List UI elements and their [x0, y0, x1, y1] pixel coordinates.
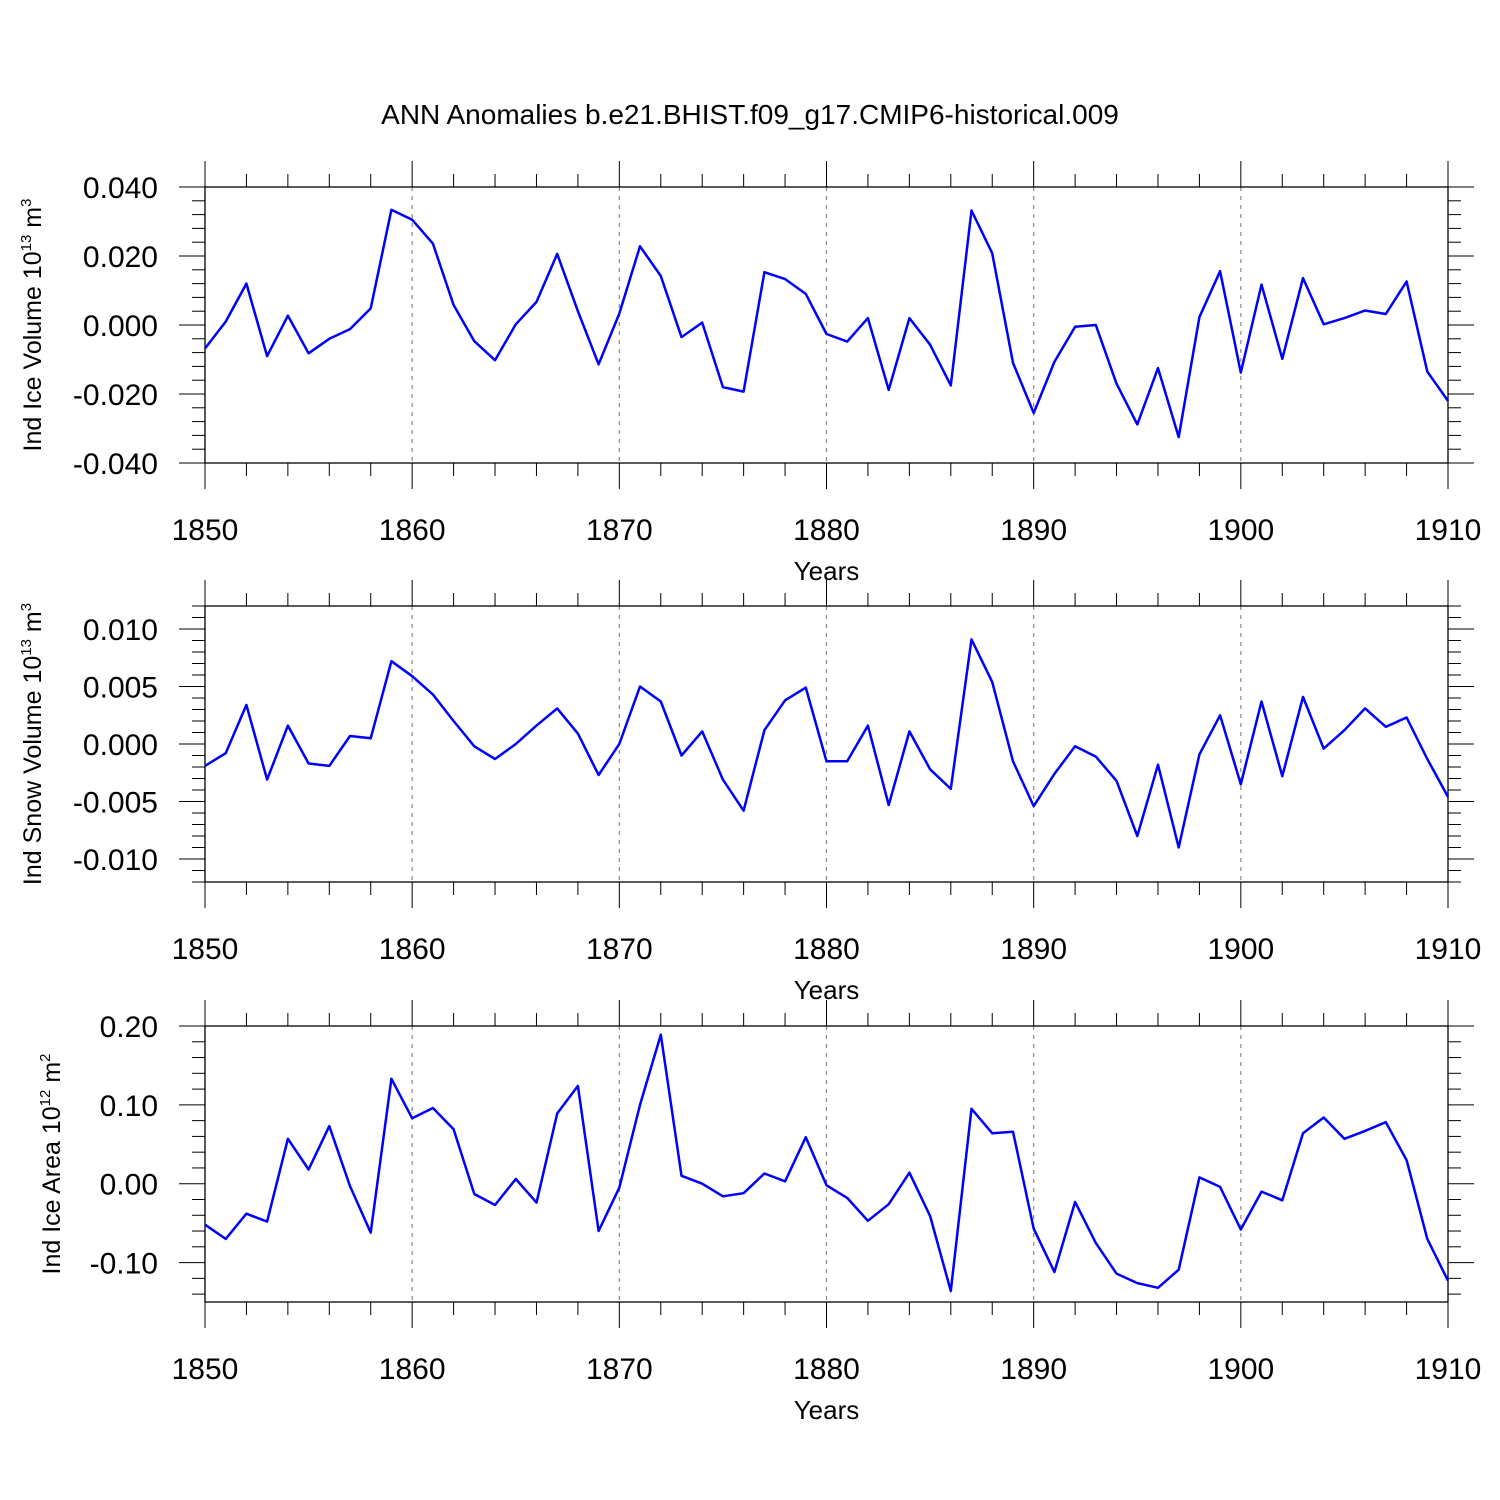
panel-1: 0.040 0.020 0.000 -0.020 -0.040 1850 1860 1870 1…: [18, 161, 1481, 586]
x-tick-label: 1910: [1415, 1353, 1482, 1386]
x-tick-label: 1850: [172, 933, 239, 966]
x-tick-label: 1890: [1000, 1353, 1067, 1386]
x-tick-label: 1900: [1207, 933, 1274, 966]
panel-2: 0.010 0.005 0.000 -0.005 -0.010 1850 1860 1870 1…: [18, 580, 1481, 1005]
y-tick-label: -0.005: [73, 787, 158, 820]
x-tick-label: 1870: [586, 933, 653, 966]
y-tick-label: 0.005: [83, 672, 158, 705]
x-tick-label: 1890: [1000, 933, 1067, 966]
x-axis-title: Years: [794, 1395, 860, 1425]
y-tick-label: -0.010: [73, 844, 158, 877]
y-tick-label: -0.020: [73, 379, 158, 412]
y-tick-label: 0.10: [100, 1090, 158, 1123]
x-tick-label: 1900: [1207, 514, 1274, 547]
y-axis-title: Ind Ice Volume 1013 m3: [18, 199, 47, 452]
x-tick-label: 1910: [1415, 514, 1482, 547]
y-tick-label: 0.20: [100, 1011, 158, 1044]
series-line: [204, 638, 1450, 849]
y-tick-label: 0.00: [100, 1169, 158, 1202]
panel-3: 0.20 0.10 0.00 -0.10 1850 1860 1870 1880 1890 190…: [37, 1000, 1481, 1425]
x-tick-label: 1850: [172, 514, 239, 547]
series-line: [204, 1033, 1450, 1293]
chart-title: ANN Anomalies b.e21.BHIST.f09_g17.CMIP6-…: [381, 99, 1119, 130]
x-tick-label: 1880: [793, 1353, 860, 1386]
x-tick-label: 1860: [379, 933, 446, 966]
x-tick-label: 1880: [793, 514, 860, 547]
x-tick-label: 1880: [793, 933, 860, 966]
x-tick-label: 1860: [379, 1353, 446, 1386]
x-tick-label: 1870: [586, 1353, 653, 1386]
y-tick-label: 0.000: [83, 729, 158, 762]
y-tick-label: -0.10: [90, 1248, 158, 1281]
y-tick-label: 0.010: [83, 614, 158, 647]
y-axis-title: Ind Snow Volume 1013 m3: [18, 603, 47, 885]
chart-panels: 0.040 0.020 0.000 -0.020 -0.040 1850 1860 1870 1…: [18, 161, 1481, 1425]
x-tick-label: 1890: [1000, 514, 1067, 547]
x-tick-label: 1860: [379, 514, 446, 547]
series-line: [204, 208, 1450, 439]
y-tick-label: 0.040: [83, 172, 158, 205]
y-axis-title: Ind Ice Area 1012 m2: [37, 1054, 66, 1275]
y-tick-label: 0.020: [83, 241, 158, 274]
x-tick-label: 1850: [172, 1353, 239, 1386]
x-tick-label: 1900: [1207, 1353, 1274, 1386]
x-tick-label: 1870: [586, 514, 653, 547]
y-tick-label: 0.000: [83, 310, 158, 343]
y-tick-label: -0.040: [73, 448, 158, 481]
x-tick-label: 1910: [1415, 933, 1482, 966]
